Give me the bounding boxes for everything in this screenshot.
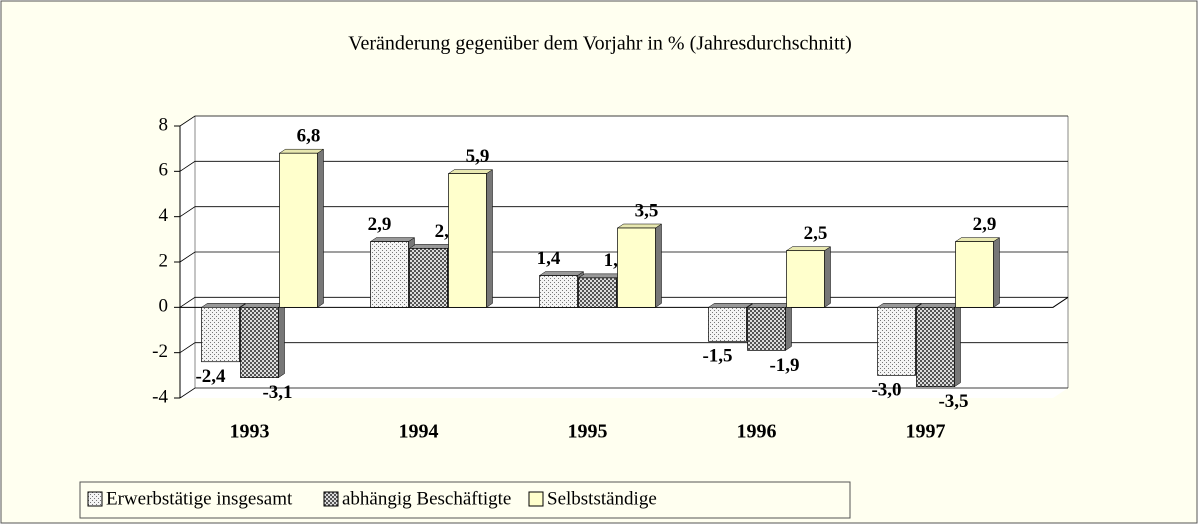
value-label: -2,4 — [195, 366, 226, 387]
bar — [786, 250, 825, 308]
bar-top — [954, 237, 1001, 242]
x-tick-label: 1993 — [230, 421, 270, 443]
bar — [539, 275, 578, 308]
bar-side — [824, 246, 831, 308]
bar-side — [278, 302, 285, 379]
x-tick-label: 1996 — [737, 421, 777, 443]
x-tick-label: 1994 — [399, 421, 439, 443]
y-tick-label: 6 — [159, 160, 169, 181]
bar-side — [954, 302, 961, 388]
bar — [708, 306, 747, 342]
chart-title: Veränderung gegenüber dem Vorjahr in % (… — [348, 33, 852, 55]
y-tick-label: -4 — [152, 386, 168, 407]
bar-top — [876, 303, 923, 308]
value-label: -3,5 — [938, 391, 968, 412]
bar-top — [616, 223, 663, 229]
bar-top — [577, 273, 624, 279]
value-label: 3,5 — [635, 200, 659, 221]
bar-side — [785, 302, 792, 351]
bar-top — [408, 244, 455, 249]
value-label: -1,5 — [702, 346, 732, 367]
bar-top — [200, 303, 247, 308]
grid-line — [179, 296, 1068, 308]
grid-line — [179, 387, 1068, 399]
bar-side — [317, 148, 324, 308]
value-label: -3,1 — [262, 382, 292, 403]
bar-top — [785, 246, 832, 251]
bar — [578, 277, 617, 308]
value-label: 2,5 — [804, 223, 828, 244]
value-label: 5,9 — [466, 146, 490, 167]
x-tick-label: 1995 — [568, 421, 608, 443]
legend-label: Selbstständige — [547, 488, 657, 509]
bar-side — [486, 169, 493, 308]
bar-top — [538, 271, 585, 276]
bar-top — [369, 237, 416, 242]
legend-label: abhängig Beschäftigte — [342, 488, 511, 509]
bar-top — [707, 303, 754, 308]
value-label: 2,9 — [368, 214, 392, 235]
grid-line — [179, 160, 1068, 172]
grid-line — [179, 251, 1068, 263]
y-tick-label: 2 — [159, 250, 169, 271]
bar — [617, 227, 656, 308]
value-label: 1,4 — [537, 248, 561, 269]
bar — [877, 306, 916, 376]
bar — [201, 306, 240, 363]
bar-top — [447, 169, 494, 174]
bar-top — [746, 303, 793, 308]
value-label: -3,0 — [871, 380, 901, 401]
value-label: 2,9 — [973, 214, 997, 235]
bar — [916, 306, 955, 388]
x-tick-label: 1997 — [906, 421, 946, 443]
legend-swatch — [528, 491, 544, 507]
y-tick-label: 0 — [159, 296, 169, 317]
legend-label: Erwerbstätige insgesamt — [106, 488, 293, 509]
grid-line — [179, 206, 1068, 217]
bar-top — [915, 303, 962, 308]
legend — [79, 481, 851, 519]
bar — [240, 306, 279, 378]
bar — [747, 306, 786, 351]
bar-top — [278, 148, 325, 154]
bar — [409, 248, 448, 308]
bar — [370, 241, 409, 308]
y-tick-label: -2 — [152, 341, 168, 362]
bar — [955, 241, 994, 308]
bar-side — [993, 237, 1000, 308]
y-tick-label: 8 — [159, 114, 169, 135]
value-label: -1,9 — [769, 355, 799, 376]
y-tick-label: 4 — [159, 205, 169, 226]
legend-swatch — [323, 491, 339, 507]
bar-top — [239, 303, 286, 308]
bar — [279, 152, 318, 308]
legend-swatch — [87, 491, 103, 507]
grid-line — [179, 115, 1068, 127]
value-label: 6,8 — [297, 126, 321, 147]
bar-side — [655, 223, 662, 308]
bar — [448, 173, 487, 308]
